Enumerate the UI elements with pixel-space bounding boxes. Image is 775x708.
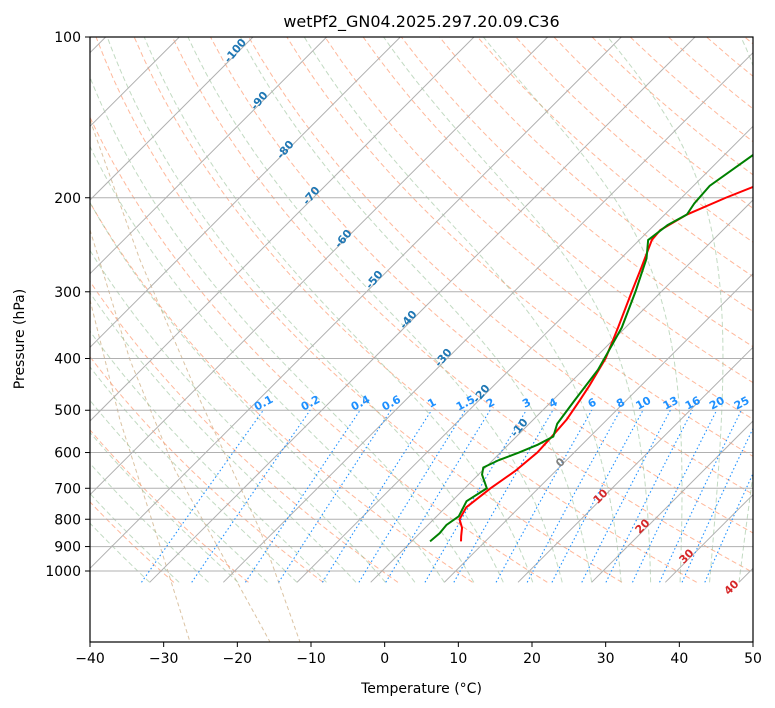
mixing-ratio-line: [581, 409, 671, 583]
moist-adiabat-line: [90, 145, 445, 583]
mixing-ratio-line: [278, 409, 392, 583]
moist-adiabat-line: [106, 37, 504, 583]
y-tick-label: 700: [54, 481, 81, 497]
dry-adiabat-line: [90, 116, 548, 583]
isotherm-line: [90, 37, 401, 349]
moist-adiabat-line: [187, 37, 563, 583]
dewpoint-line: [429, 153, 753, 543]
mixing-ratio-label: 10: [634, 394, 654, 413]
mixing-ratio-line: [605, 409, 693, 583]
mixing-ratio-line: [191, 409, 311, 583]
x-tick-label: −40: [75, 651, 105, 667]
mixing-ratio-line: [704, 472, 753, 583]
isotherm-line: [222, 51, 753, 583]
dry-adiabat-line: [477, 37, 753, 278]
mixing-ratio-line: [358, 409, 466, 583]
tan-reference-curve: [90, 299, 191, 642]
isotherm-line: [149, 37, 696, 583]
temperature-line: [458, 185, 753, 542]
profile-series: [429, 153, 753, 543]
dry-adiabat-line: [171, 37, 753, 574]
mixing-ratio-lines: [141, 409, 753, 583]
mixing-ratio-label: 25: [732, 394, 752, 413]
y-tick-label: 300: [54, 285, 81, 301]
tan-reference-curve: [90, 229, 271, 642]
isotherm-line: [90, 37, 549, 496]
mixing-ratio-label: 16: [683, 394, 703, 413]
dry-adiabat-line: [90, 429, 249, 583]
isotherm-line: [90, 37, 254, 201]
tan-reference-curve: [90, 119, 301, 642]
isotherm-line: [517, 346, 753, 583]
mixing-ratio-line: [385, 409, 491, 583]
isotherm-line: [591, 420, 753, 583]
isotherm-line: [90, 37, 622, 570]
y-tick-label: 1000: [45, 564, 81, 580]
y-tick-label: 400: [54, 352, 81, 368]
x-tick-label: 20: [523, 651, 541, 667]
mixing-ratio-line: [244, 409, 361, 583]
x-tick-label: 10: [449, 651, 467, 667]
moist-adiabat-line: [239, 37, 593, 583]
moist-adiabat-line: [303, 37, 622, 583]
plot-area: 0.10.20.40.611.52346810131620253036-100-…: [90, 37, 753, 642]
y-tick-label: 500: [54, 403, 81, 419]
isotherm-line: [296, 125, 753, 583]
moist-adiabat-line: [90, 291, 357, 583]
dry-adiabat-line: [133, 37, 697, 583]
y-tick-label: 200: [54, 191, 81, 207]
y-tick-label: 900: [54, 540, 81, 556]
moist-adiabat-line: [90, 249, 386, 583]
mixing-ratio-line: [453, 409, 554, 583]
isotherm-line: [90, 37, 475, 422]
dry-adiabat-line: [90, 501, 175, 583]
moist-adiabat-line: [383, 37, 652, 583]
moist-adiabat-line: [607, 37, 724, 583]
mixing-ratio-label: 20: [707, 394, 727, 413]
dry-adiabat-line: [248, 37, 753, 495]
mixing-ratio-line: [681, 427, 753, 583]
dry-adiabat-line: [362, 37, 753, 384]
moist-adiabat-line: [90, 201, 416, 583]
mixing-ratio-label: 13: [661, 394, 681, 413]
isotherm-line: [443, 272, 753, 583]
x-tick-label: 50: [744, 651, 762, 667]
isotherm-line: [370, 199, 753, 583]
y-tick-label: 100: [54, 30, 81, 46]
y-axis-label: Pressure (hPa): [12, 289, 28, 389]
isotherm-line: [90, 37, 328, 275]
mixing-ratio-line: [321, 409, 433, 583]
x-tick-label: −20: [223, 651, 253, 667]
x-tick-label: 30: [597, 651, 615, 667]
dry-adiabat-line: [90, 201, 473, 583]
mixing-ratio-line: [424, 409, 527, 583]
chart-title: wetPf2_GN04.2025.297.20.09.C36: [283, 12, 559, 32]
dry-adiabat-line: [95, 37, 623, 583]
isobars: [90, 37, 753, 572]
moist-adiabat-line: [143, 37, 534, 583]
y-tick-label: 800: [54, 512, 81, 528]
x-axis-ticks: −40 −30 −20 −10 0 10 20 30 40 50: [75, 642, 762, 667]
y-axis-ticks: 100 200 300 400 500 600 700 800 900 1000: [45, 30, 90, 580]
plot-frame: [89, 36, 754, 643]
tan-reference-curves: [90, 119, 301, 642]
mixing-ratio-line: [495, 409, 593, 583]
isotherms: [90, 37, 753, 583]
x-tick-label: −10: [296, 651, 326, 667]
x-axis-label: Temperature (°C): [360, 681, 482, 697]
y-tick-label: 600: [54, 446, 81, 462]
x-tick-label: −30: [149, 651, 179, 667]
x-tick-label: 40: [670, 651, 688, 667]
dry-adiabat-line: [90, 355, 324, 583]
x-tick-label: 0: [380, 651, 389, 667]
